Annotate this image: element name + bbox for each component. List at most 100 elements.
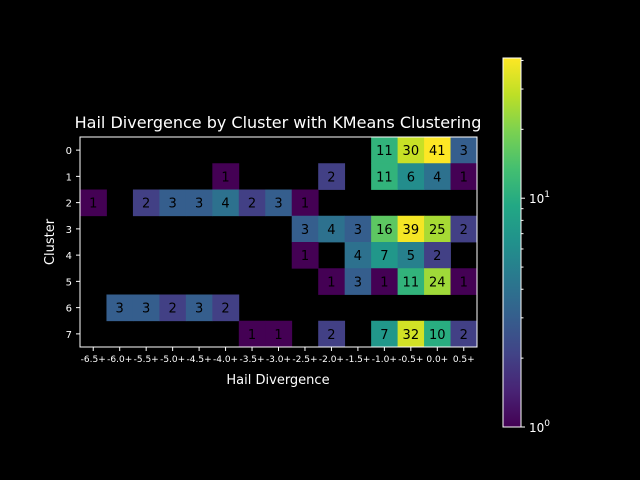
cell-value-label: 1 — [460, 275, 468, 290]
cell-value-label: 3 — [301, 223, 309, 238]
heatmap-cell — [212, 294, 240, 322]
y-axis-label: Cluster — [43, 218, 58, 265]
heatmap-cell — [424, 320, 451, 348]
heatmap-cell — [132, 189, 160, 217]
x-tick-label: -6.5+ — [81, 355, 106, 365]
heatmap-cell — [80, 189, 107, 217]
heatmap-cell — [424, 242, 451, 269]
heatmap-cell — [159, 189, 187, 217]
cell-value-label: 24 — [429, 275, 446, 290]
cell-value-label: 4 — [354, 249, 362, 264]
cell-value-label: 10 — [429, 328, 446, 343]
heatmap-cell — [371, 242, 398, 269]
y-tick-label: 1 — [66, 172, 72, 183]
cell-value-label: 2 — [248, 197, 256, 212]
y-tick-label: 7 — [66, 330, 72, 341]
cell-value-label: 2 — [460, 223, 468, 238]
cell-value-label: 32 — [403, 328, 420, 343]
cell-value-label: 25 — [429, 223, 446, 238]
cell-value-label: 1 — [460, 170, 468, 185]
heatmap-cell — [424, 163, 451, 190]
x-tick-label: -5.0+ — [160, 355, 185, 365]
heatmap-cell — [344, 242, 372, 269]
heatmap-cell — [291, 215, 319, 243]
heatmap-cell — [397, 215, 425, 243]
heatmap-cell — [238, 189, 266, 217]
cell-value-label: 1 — [221, 170, 229, 185]
x-tick-label: -2.0+ — [319, 355, 344, 365]
heatmap-cell — [318, 268, 346, 295]
heatmap-cell — [450, 137, 478, 164]
cell-value-label: 3 — [274, 197, 282, 212]
cell-value-label: 1 — [274, 328, 282, 343]
cell-value-label: 3 — [354, 275, 362, 290]
heatmap-cell — [397, 268, 425, 295]
x-tick-label: -3.0+ — [266, 355, 291, 365]
heatmap-cell — [212, 163, 240, 190]
cell-value-label: 1 — [248, 328, 256, 343]
cell-value-label: 2 — [142, 197, 150, 212]
heatmap-cell — [371, 137, 398, 164]
cell-value-label: 3 — [195, 197, 203, 212]
heatmap-cell — [212, 189, 240, 217]
y-tick-label: 6 — [66, 304, 72, 315]
chart-title: Hail Divergence by Cluster with KMeans C… — [75, 113, 482, 132]
heatmap-cell — [371, 268, 398, 295]
x-tick-label: 0.0+ — [426, 355, 448, 365]
cell-value-label: 30 — [403, 144, 420, 159]
cell-value-label: 3 — [354, 223, 362, 238]
cell-value-label: 2 — [327, 328, 335, 343]
heatmap-cell — [450, 268, 478, 295]
heatmap-cell — [424, 215, 451, 243]
x-tick-label: -4.5+ — [187, 355, 212, 365]
heatmap-cell — [132, 294, 160, 322]
x-tick-label: -4.0+ — [213, 355, 238, 365]
cell-value-label: 1 — [327, 275, 335, 290]
x-tick-label: 0.5+ — [453, 355, 475, 365]
cell-value-label: 16 — [376, 223, 393, 238]
cell-value-label: 1 — [89, 197, 97, 212]
heatmap-cell — [450, 320, 478, 348]
cell-value-label: 2 — [221, 302, 229, 317]
colorbar — [502, 57, 522, 428]
cell-value-label: 3 — [460, 144, 468, 159]
heatmap-cell — [344, 268, 372, 295]
x-axis-label: Hail Divergence — [226, 373, 329, 388]
x-tick-label: -5.5+ — [134, 355, 159, 365]
heatmap-cell — [371, 163, 398, 190]
cell-value-label: 7 — [380, 328, 388, 343]
heatmap-cell — [185, 294, 213, 322]
y-tick-label: 5 — [66, 277, 72, 288]
x-axis-ticks: -6.5+ -6.0+ -5.5+ -5.0+ -4.5+ -4.0+ -3.5+ -3.0+… — [81, 347, 475, 365]
x-tick-label: -6.0+ — [107, 355, 132, 365]
heatmap-cell — [397, 242, 425, 269]
cell-value-label: 2 — [168, 302, 176, 317]
cell-value-label: 2 — [327, 170, 335, 185]
x-tick-label: -2.5+ — [292, 355, 317, 365]
x-tick-label: -1.5+ — [345, 355, 370, 365]
heatmap-cell — [238, 320, 266, 348]
x-tick-label: -3.5+ — [239, 355, 264, 365]
heatmap-cell — [397, 163, 425, 190]
y-tick-label: 0 — [66, 146, 72, 157]
cell-value-label: 7 — [380, 249, 388, 264]
cell-value-label: 11 — [376, 144, 393, 159]
y-axis-ticks: 0 1 2 3 4 5 6 7 — [66, 146, 80, 341]
heatmap-cell — [397, 320, 425, 348]
y-tick-label: 3 — [66, 225, 72, 236]
cell-value-label: 3 — [195, 302, 203, 317]
cell-value-label: 1 — [301, 197, 309, 212]
heatmap-cell — [318, 215, 346, 243]
cell-value-label: 4 — [221, 197, 229, 212]
heatmap-cell — [424, 268, 451, 295]
heatmap-cell — [450, 215, 478, 243]
cell-value-label: 41 — [429, 144, 446, 159]
x-tick-label: -1.0+ — [372, 355, 397, 365]
y-tick-label: 4 — [66, 251, 72, 262]
heatmap-cell — [106, 294, 134, 322]
heatmap-cell — [291, 242, 319, 269]
cell-value-label: 11 — [376, 170, 393, 185]
heatmap-cells: 11 30 41 31 2 11 6 4 11 2 3 3 4 2 3 13 4 3 16 39 25 21 4 7 5 21 3 1… — [80, 137, 478, 348]
heatmap-cell — [371, 320, 398, 348]
